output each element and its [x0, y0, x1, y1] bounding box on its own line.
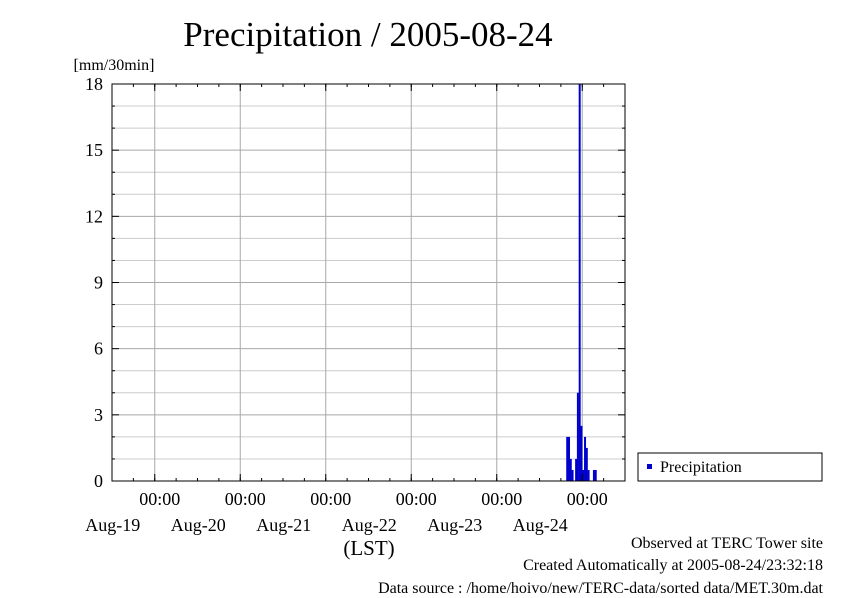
precipitation-bar: [578, 84, 581, 481]
y-tick-label: 15: [85, 140, 103, 160]
precipitation-bar: [582, 469, 585, 481]
data-source-note: Data source : /home/hoivo/new/TERC-data/…: [378, 580, 823, 597]
x-tick-labels: 00:00 Aug-19 00:00 Aug-20 00:00 Aug-21 00:00 Au…: [85, 489, 608, 535]
x-tick-date-label: Aug-23: [427, 515, 482, 535]
precipitation-bar: [587, 469, 590, 481]
observed-note: Observed at TERC Tower site: [630, 535, 823, 552]
precipitation-bar: [584, 436, 587, 481]
x-tick-time-label: 00:00: [567, 489, 608, 509]
y-tick-label: 6: [94, 339, 103, 359]
x-axis-label: (LST): [343, 536, 394, 560]
precipitation-bar: [585, 447, 588, 481]
precipitation-bar: [571, 469, 574, 481]
x-tick-date-label: Aug-22: [342, 515, 397, 535]
chart-title: Precipitation / 2005-08-24: [183, 15, 552, 54]
x-tick-date-label: Aug-24: [513, 515, 568, 535]
precipitation-bar: [592, 469, 595, 481]
created-note: Created Automatically at 2005-08-24/23:3…: [523, 557, 823, 574]
legend-swatch: [647, 464, 652, 469]
precipitation-bar: [575, 458, 578, 481]
precipitation-bar: [569, 458, 572, 481]
x-tick-time-label: 00:00: [481, 489, 522, 509]
precipitation-bar: [594, 469, 597, 481]
x-tick-time-label: 00:00: [139, 489, 180, 509]
precipitation-bar: [580, 425, 583, 481]
bar-series: [566, 84, 597, 481]
x-tick-time-label: 00:00: [396, 489, 437, 509]
y-tick-label: 0: [94, 471, 103, 491]
y-tick-label: 18: [85, 74, 103, 94]
y-tick-label: 9: [94, 273, 103, 293]
y-axis-label: [mm/30min]: [74, 57, 155, 74]
y-tick-label: 12: [85, 206, 103, 226]
y-tick-label: 3: [94, 405, 103, 425]
y-tick-labels: 0 3 6 9 12 15 18: [85, 74, 103, 491]
precipitation-bar: [566, 436, 569, 481]
precipitation-bar: [568, 436, 570, 481]
x-tick-time-label: 00:00: [310, 489, 351, 509]
precipitation-bar: [576, 392, 579, 481]
x-tick-time-label: 00:00: [225, 489, 266, 509]
grid-lines: [112, 84, 625, 481]
x-tick-date-label: Aug-20: [171, 515, 226, 535]
legend-box: [637, 452, 823, 482]
x-tick-date-label: Aug-19: [85, 515, 140, 535]
axis-ticks: [112, 83, 625, 482]
legend-entry-precipitation: Precipitation: [660, 459, 742, 476]
x-tick-date-label: Aug-21: [256, 515, 311, 535]
legend: Precipitation: [637, 452, 823, 482]
